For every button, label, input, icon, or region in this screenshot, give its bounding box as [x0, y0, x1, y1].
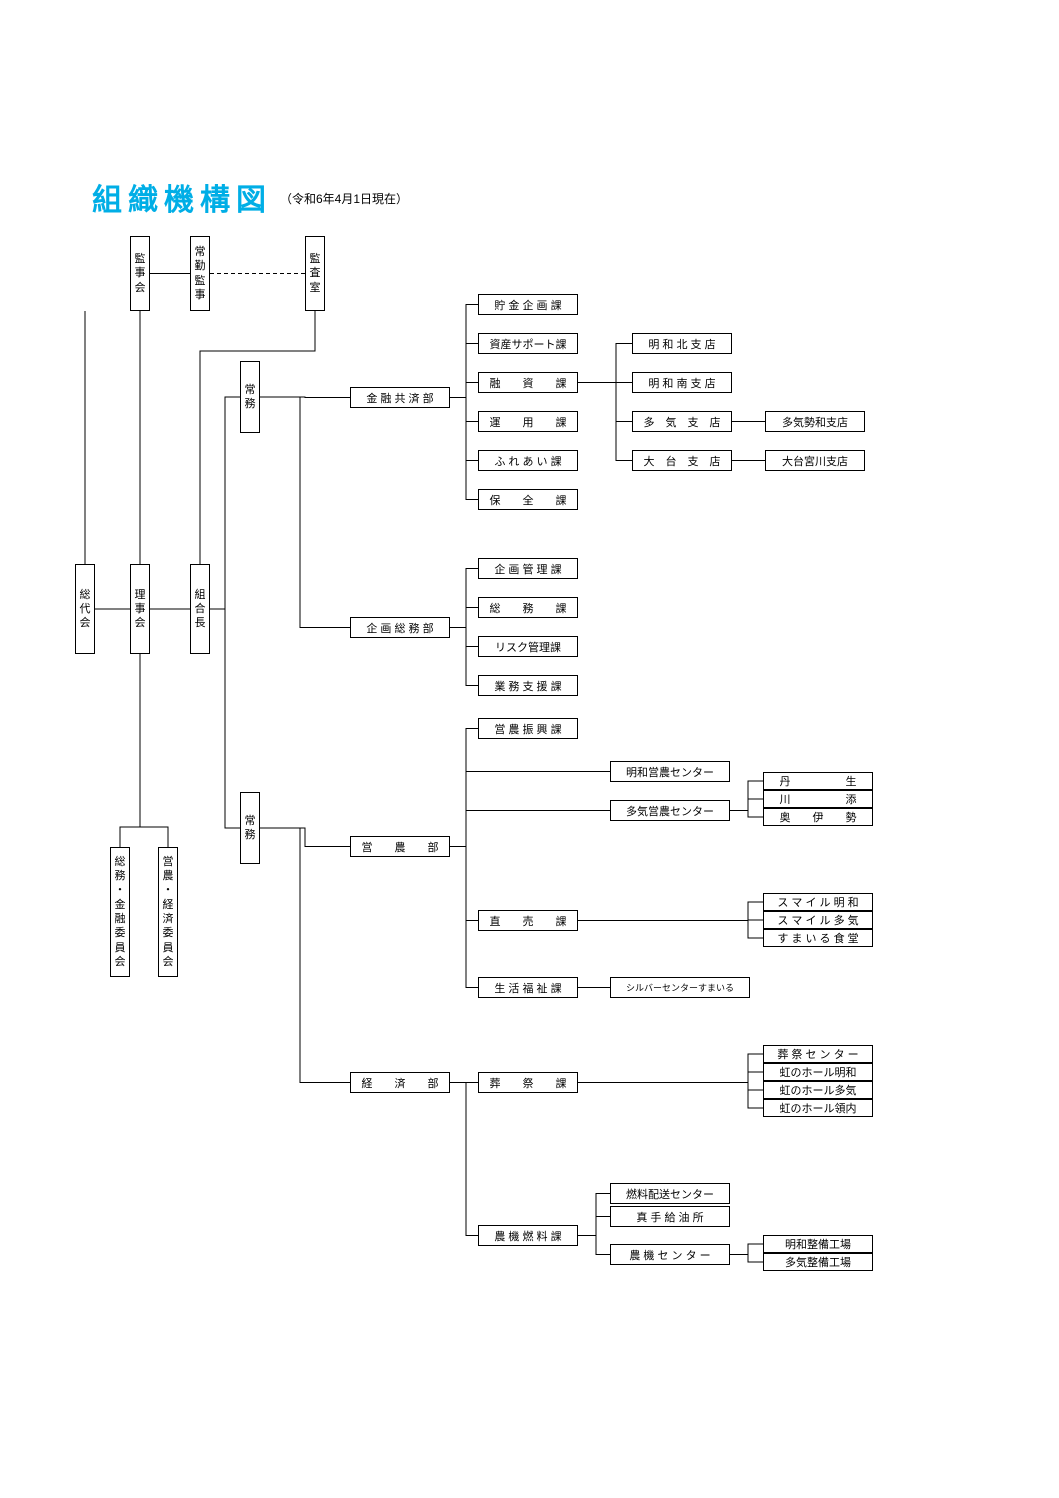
node-shisan: 資産サポート課 [478, 333, 578, 354]
node-risk: リスク管理課 [478, 636, 578, 657]
org-chart: 組織機構図 （令和6年4月1日現在） 監事会常勤監事監査室総代会理事会組合長常務… [0, 0, 1059, 1498]
node-soudaikai: 総代会 [75, 564, 95, 654]
node-einou_bu: 営 農 部 [350, 836, 450, 857]
node-silver: シルバーセンターすまいる [610, 977, 750, 998]
node-unyou: 運 用 課 [478, 411, 578, 432]
node-kumiaichou: 組合長 [190, 564, 210, 654]
node-smile_taki: ス マ イ ル 多 気 [763, 911, 873, 929]
node-gyoumu_shien: 業 務 支 援 課 [478, 675, 578, 696]
node-niji_meiwa: 虹のホール明和 [763, 1063, 873, 1081]
node-oodai_shiten: 大 台 支 店 [632, 450, 732, 471]
connector-lines [0, 0, 1059, 1498]
node-taki_shiten: 多 気 支 店 [632, 411, 732, 432]
node-niji_taki: 虹のホール多気 [763, 1081, 873, 1099]
node-taki_seibi: 多気整備工場 [763, 1253, 873, 1271]
node-joumu1: 常務 [240, 361, 260, 433]
node-sousai: 葬 祭 課 [478, 1072, 578, 1093]
node-taki_seiwa: 多気勢和支店 [765, 411, 865, 432]
node-nouki_nenryou: 農 機 燃 料 課 [478, 1225, 578, 1246]
node-kansashitsu: 監査室 [305, 236, 325, 311]
node-chokin: 貯 金 企 画 課 [478, 294, 578, 315]
node-joumu2: 常務 [240, 792, 260, 864]
node-joukinkanji: 常勤監事 [190, 236, 210, 311]
node-hozen: 保 全 課 [478, 489, 578, 510]
node-mate_kyuyu: 真 手 給 油 所 [610, 1206, 730, 1227]
node-rijikai: 理事会 [130, 564, 150, 654]
node-nouki_center: 農 機 セ ン タ ー [610, 1244, 730, 1265]
node-sousai_center: 葬 祭 セ ン タ ー [763, 1045, 873, 1063]
node-meiwa_seibi: 明和整備工場 [763, 1235, 873, 1253]
node-okuise: 奥 伊 勢 [763, 808, 873, 826]
chart-subtitle: （令和6年4月1日現在） [280, 190, 408, 207]
node-meiwa_einou: 明和営農センター [610, 761, 730, 782]
node-meiwa_kita: 明 和 北 支 店 [632, 333, 732, 354]
node-meiwa_minami: 明 和 南 支 店 [632, 372, 732, 393]
node-soumu_ka: 総 務 課 [478, 597, 578, 618]
chart-title: 組織機構図 [92, 175, 272, 219]
node-oodai_miyagawa: 大台宮川支店 [765, 450, 865, 471]
node-niji_ryounai: 虹のホール領内 [763, 1099, 873, 1117]
node-einou_shinkou: 営 農 振 興 課 [478, 718, 578, 739]
node-kanjikai: 監事会 [130, 236, 150, 311]
node-niu: 丹 生 [763, 772, 873, 790]
node-einou_keizai: 営農・経済委員会 [158, 847, 178, 977]
node-chokubai: 直 売 課 [478, 910, 578, 931]
node-kikaku_soumu: 企 画 総 務 部 [350, 617, 450, 638]
node-yuushi: 融 資 課 [478, 372, 578, 393]
node-soumu_kinyu: 総務・金融委員会 [110, 847, 130, 977]
node-taki_einou: 多気営農センター [610, 800, 730, 821]
node-sumairu_shokudo: す ま い る 食 堂 [763, 929, 873, 947]
node-kikaku_kanri: 企 画 管 理 課 [478, 558, 578, 579]
node-keizai_bu: 経 済 部 [350, 1072, 450, 1093]
node-smile_meiwa: ス マ イ ル 明 和 [763, 893, 873, 911]
node-seikatsu: 生 活 福 祉 課 [478, 977, 578, 998]
node-nenryou_haisou: 燃料配送センター [610, 1183, 730, 1204]
node-kinyuu_kyousai: 金 融 共 済 部 [350, 387, 450, 408]
node-kawazoe: 川 添 [763, 790, 873, 808]
node-fureai: ふ れ あ い 課 [478, 450, 578, 471]
